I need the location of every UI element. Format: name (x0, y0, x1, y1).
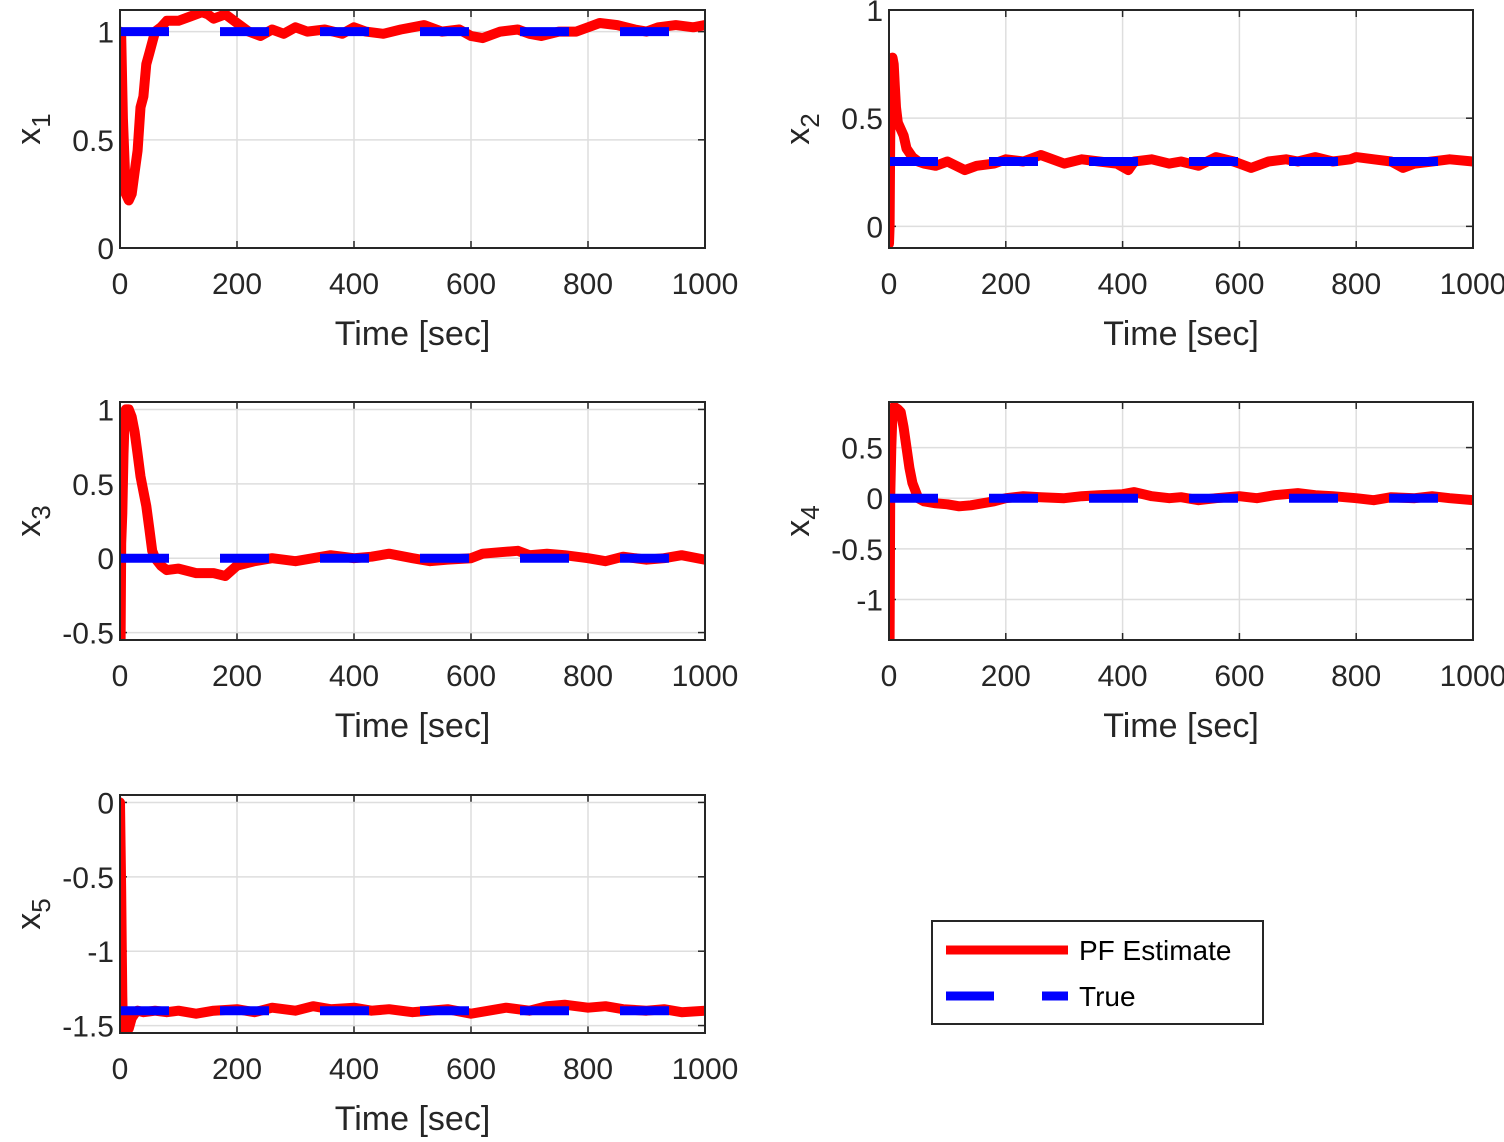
subplot-x5: 0 200 400 600 800 1000 -1.5 -1 -0.5 0 Time [sec] x5 (10, 787, 738, 1138)
x-tick-label: 200 (981, 268, 1031, 301)
x-tick-label: 400 (1098, 268, 1148, 301)
y-axis-label-base: x (10, 520, 48, 537)
y-axis-label-subscript: 2 (795, 113, 825, 127)
x-tick-label: 1000 (672, 268, 739, 301)
y-tick-label: -0.5 (831, 534, 883, 567)
plot-area (889, 402, 1473, 640)
pf-estimate-line (120, 10, 705, 206)
y-axis-label-base: x (779, 520, 817, 537)
plot-area (120, 402, 705, 640)
axes-box (119, 794, 706, 1034)
x-tick-label: 0 (112, 660, 129, 693)
series-group (889, 402, 1473, 640)
x-tick-label: 600 (446, 268, 496, 301)
axes-box (888, 9, 1474, 249)
y-tick-label: 0 (97, 787, 114, 820)
y-axis-label: x2 (779, 113, 825, 144)
x-tick-label: 0 (881, 268, 898, 301)
x-tick-label: 400 (329, 1053, 379, 1086)
x-tick-label: 1000 (672, 660, 739, 693)
y-axis-label-subscript: 3 (26, 505, 56, 519)
plot-area (120, 10, 705, 248)
y-tick-label: -0.5 (62, 862, 114, 895)
x-axis-label: Time [sec] (335, 707, 491, 745)
x-axis-label: Time [sec] (335, 315, 491, 353)
pf-estimate-line (120, 797, 705, 1033)
x-tick-label: 400 (329, 268, 379, 301)
subplot-x3: 0 200 400 600 800 1000 -0.5 0 0.5 1 Time [sec] x3 (10, 394, 738, 745)
y-axis-label: x3 (10, 505, 56, 536)
series-group (889, 52, 1473, 248)
x-tick-label: 800 (563, 1053, 613, 1086)
x-tick-label: 1000 (672, 1053, 739, 1086)
y-tick-label: 0.5 (72, 125, 114, 158)
plot-area (120, 795, 705, 1033)
y-tick-label: 1 (97, 17, 114, 50)
y-tick-label: 0 (97, 543, 114, 576)
legend-box (931, 920, 1264, 1025)
series-group (120, 404, 705, 640)
y-tick-label: -1 (87, 936, 114, 969)
y-tick-label: -1.5 (62, 1011, 114, 1044)
y-tick-label: -1 (856, 584, 883, 617)
y-axis-label-base: x (10, 913, 48, 930)
x-tick-label: 600 (446, 660, 496, 693)
x-axis-label: Time [sec] (1103, 315, 1259, 353)
x-tick-label: 600 (1214, 660, 1264, 693)
y-tick-label: 0.5 (841, 433, 883, 466)
x-axis-label: Time [sec] (1103, 707, 1259, 745)
y-tick-label: 0 (866, 483, 883, 516)
y-axis-label-subscript: 5 (26, 898, 56, 912)
legend-label-true: True (1079, 981, 1136, 1012)
y-tick-label: 1 (866, 0, 883, 28)
x-tick-label: 800 (1331, 268, 1381, 301)
y-tick-label: 0 (97, 233, 114, 266)
y-tick-label: 0.5 (841, 103, 883, 136)
legend-label-estimate: PF Estimate (1079, 935, 1231, 966)
x-tick-label: 800 (563, 268, 613, 301)
series-group (120, 10, 705, 206)
y-tick-label: 0.5 (72, 469, 114, 502)
y-tick-label: -0.5 (62, 618, 114, 651)
y-axis-label-subscript: 1 (26, 113, 56, 127)
x-tick-label: 800 (563, 660, 613, 693)
plot-area (889, 10, 1473, 248)
x-tick-label: 200 (212, 268, 262, 301)
y-tick-label: 0 (866, 211, 883, 244)
legend: PF Estimate True (931, 920, 1264, 1025)
subplot-x2: 0 200 400 600 800 1000 0 0.5 1 Time [sec] x2 (779, 0, 1504, 353)
x-tick-label: 0 (112, 268, 129, 301)
x-tick-label: 400 (329, 660, 379, 693)
x-tick-label: 400 (1098, 660, 1148, 693)
axes-box (119, 9, 706, 249)
axes-box (888, 401, 1474, 641)
y-axis-label: x1 (10, 113, 56, 144)
x-tick-label: 200 (212, 1053, 262, 1086)
y-axis-label-base: x (779, 128, 817, 145)
x-tick-label: 200 (212, 660, 262, 693)
x-axis-label: Time [sec] (335, 1100, 491, 1138)
x-tick-label: 800 (1331, 660, 1381, 693)
x-tick-label: 1000 (1440, 268, 1504, 301)
y-axis-label-subscript: 4 (795, 505, 825, 519)
y-axis-label: x4 (779, 505, 825, 536)
x-tick-label: 600 (1214, 268, 1264, 301)
x-tick-label: 0 (112, 1053, 129, 1086)
series-group (120, 797, 705, 1033)
y-axis-label-base: x (10, 128, 48, 145)
y-tick-label: 1 (97, 394, 114, 427)
y-axis-label: x5 (10, 898, 56, 929)
subplot-x4: 0 200 400 600 800 1000 -1 -0.5 0 0.5 Time [sec] x4 (779, 401, 1504, 745)
axes-box (119, 401, 706, 641)
x-tick-label: 0 (881, 660, 898, 693)
x-tick-label: 1000 (1440, 660, 1504, 693)
x-tick-label: 600 (446, 1053, 496, 1086)
x-tick-label: 200 (981, 660, 1031, 693)
